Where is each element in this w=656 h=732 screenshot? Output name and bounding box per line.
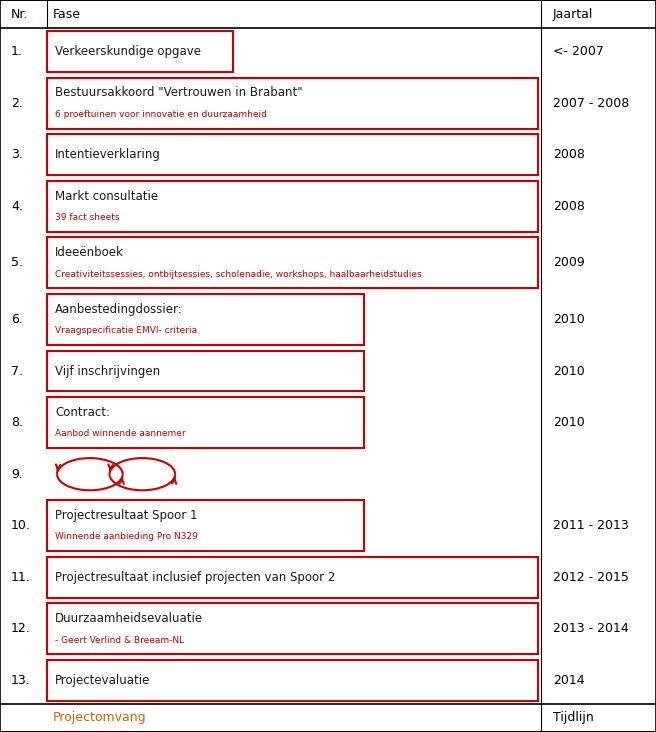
Text: - Geert Verlind & Breeam-NL: - Geert Verlind & Breeam-NL <box>55 635 184 645</box>
Text: 2011 - 2013: 2011 - 2013 <box>553 519 628 532</box>
Text: Bestuursakkoord "Vertrouwen in Brabant": Bestuursakkoord "Vertrouwen in Brabant" <box>55 86 302 100</box>
Bar <box>47 294 364 345</box>
Text: 10.: 10. <box>11 519 31 532</box>
Text: Ideeënboek: Ideeënboek <box>55 246 124 259</box>
Text: Nr.: Nr. <box>11 7 28 20</box>
Text: 2010: 2010 <box>553 365 584 378</box>
Text: 2008: 2008 <box>553 200 585 213</box>
Text: 6.: 6. <box>11 313 23 326</box>
Text: Tijdlijn: Tijdlijn <box>553 712 594 725</box>
Text: 2010: 2010 <box>553 313 584 326</box>
Text: 2010: 2010 <box>553 416 584 429</box>
Text: Intentieverklaring: Intentieverklaring <box>55 148 161 161</box>
Bar <box>47 603 538 654</box>
Text: Vraagspecificatie EMVI- criteria: Vraagspecificatie EMVI- criteria <box>55 326 197 335</box>
Text: 2.: 2. <box>11 97 23 110</box>
Text: 2008: 2008 <box>553 148 585 161</box>
Text: Verkeerskundige opgave: Verkeerskundige opgave <box>55 45 201 58</box>
Text: 9.: 9. <box>11 468 23 481</box>
Text: 2012 - 2015: 2012 - 2015 <box>553 571 629 584</box>
Text: 2013 - 2014: 2013 - 2014 <box>553 622 628 635</box>
Text: 8.: 8. <box>11 416 23 429</box>
Text: Creativiteitssessies, ontbijtsessies, scholenadie, workshops, haalbaarheidstudie: Creativiteitssessies, ontbijtsessies, sc… <box>55 269 422 279</box>
Text: Vijf inschrijvingen: Vijf inschrijvingen <box>55 365 160 378</box>
Bar <box>47 135 538 175</box>
Bar <box>47 31 233 72</box>
Text: Aanbod winnende aannemer: Aanbod winnende aannemer <box>55 429 186 438</box>
Bar <box>47 557 538 597</box>
Text: 5.: 5. <box>11 256 23 269</box>
Text: <- 2007: <- 2007 <box>553 45 604 58</box>
Text: 12.: 12. <box>11 622 31 635</box>
Text: Aanbestedingdossier:: Aanbestedingdossier: <box>55 303 183 315</box>
Bar <box>47 501 364 551</box>
Text: Duurzaamheidsevaluatie: Duurzaamheidsevaluatie <box>55 612 203 625</box>
Bar <box>47 78 538 129</box>
Text: 4.: 4. <box>11 200 23 213</box>
Text: Projectevaluatie: Projectevaluatie <box>55 674 150 687</box>
Text: 39 fact sheets: 39 fact sheets <box>55 213 119 222</box>
Text: Projectresultaat Spoor 1: Projectresultaat Spoor 1 <box>55 509 197 522</box>
Text: Winnende aanbieding Pro N329: Winnende aanbieding Pro N329 <box>55 532 198 542</box>
Bar <box>47 397 364 448</box>
Text: 6 proeftuinen voor innovatie en duurzaamheid: 6 proeftuinen voor innovatie en duurzaam… <box>55 110 267 119</box>
Text: Markt consultatie: Markt consultatie <box>55 190 158 203</box>
Text: Contract:: Contract: <box>55 406 110 419</box>
Text: 7.: 7. <box>11 365 23 378</box>
Bar <box>47 660 538 701</box>
Text: 2014: 2014 <box>553 674 584 687</box>
Text: 13.: 13. <box>11 674 31 687</box>
Text: 2009: 2009 <box>553 256 584 269</box>
Text: Jaartal: Jaartal <box>553 7 594 20</box>
Text: 3.: 3. <box>11 148 23 161</box>
Text: Fase: Fase <box>52 7 81 20</box>
Bar <box>47 237 538 288</box>
Text: Projectomvang: Projectomvang <box>52 712 146 725</box>
Text: Projectresultaat inclusief projecten van Spoor 2: Projectresultaat inclusief projecten van… <box>55 571 335 584</box>
Bar <box>47 351 364 392</box>
Text: 2007 - 2008: 2007 - 2008 <box>553 97 629 110</box>
Text: 1.: 1. <box>11 45 23 58</box>
Bar <box>47 181 538 231</box>
Text: 11.: 11. <box>11 571 31 584</box>
